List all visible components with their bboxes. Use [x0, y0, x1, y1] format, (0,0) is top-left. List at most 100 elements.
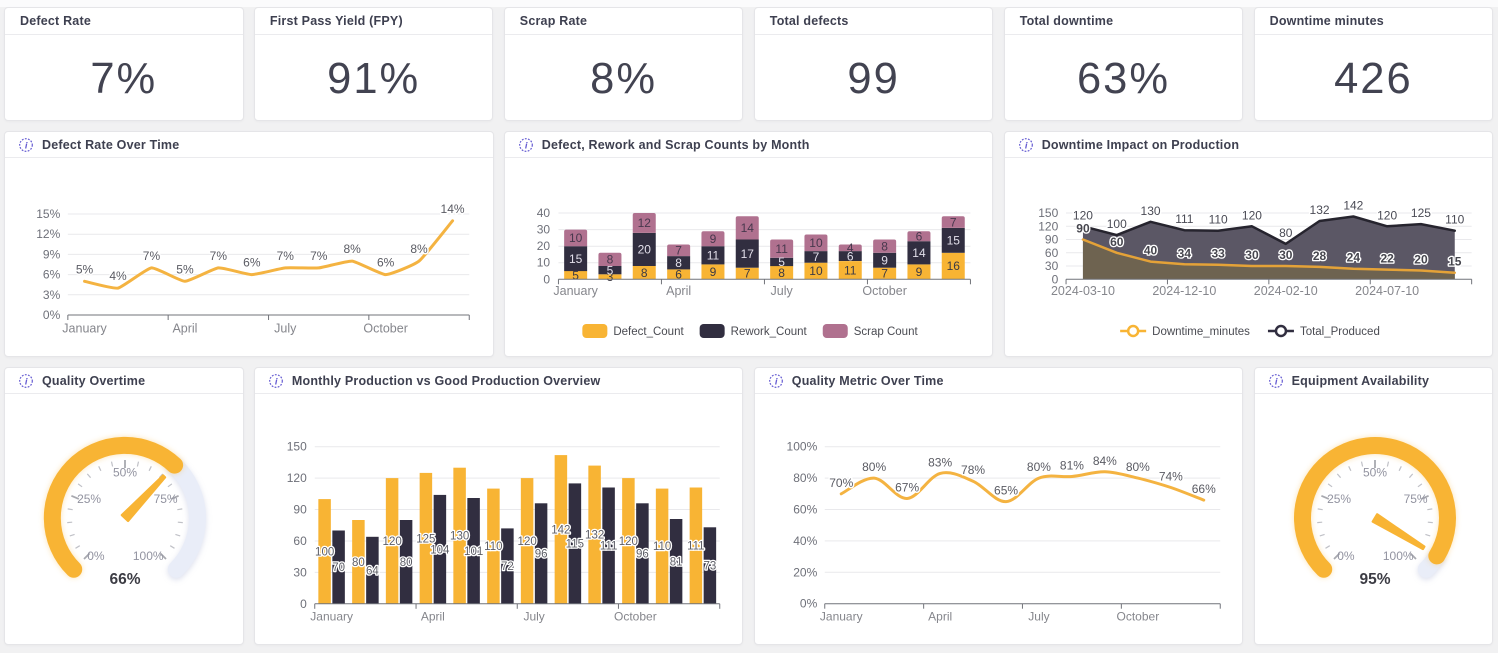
svg-text:3: 3	[606, 270, 613, 284]
svg-text:142: 142	[1343, 199, 1363, 213]
svg-text:20: 20	[637, 243, 651, 257]
svg-text:50%: 50%	[1363, 466, 1387, 480]
svg-text:6: 6	[675, 268, 682, 282]
svg-text:9: 9	[709, 232, 716, 246]
svg-text:15: 15	[946, 234, 960, 248]
svg-text:January: January	[310, 609, 353, 623]
svg-text:17: 17	[740, 247, 754, 261]
svg-text:120: 120	[619, 536, 638, 548]
svg-text:Total_Produced: Total_Produced	[1300, 326, 1380, 338]
svg-text:120: 120	[517, 536, 536, 548]
svg-text:130: 130	[450, 531, 469, 543]
svg-text:14: 14	[740, 221, 754, 235]
svg-text:100%: 100%	[1382, 549, 1413, 563]
svg-text:0%: 0%	[43, 308, 61, 322]
svg-text:8: 8	[675, 256, 682, 270]
svg-text:7: 7	[950, 215, 957, 229]
svg-text:i: i	[775, 376, 778, 387]
svg-text:10: 10	[809, 264, 823, 278]
svg-text:July: July	[1028, 609, 1049, 623]
svg-text:78%: 78%	[961, 463, 985, 477]
svg-text:5%: 5%	[176, 262, 194, 276]
svg-text:4: 4	[847, 241, 854, 255]
svg-text:25%: 25%	[77, 492, 101, 506]
svg-text:October: October	[1116, 609, 1159, 623]
svg-text:120: 120	[382, 536, 401, 548]
svg-text:8%: 8%	[410, 242, 428, 256]
svg-text:96: 96	[535, 549, 548, 561]
svg-text:2024-03-10: 2024-03-10	[1051, 284, 1115, 298]
svg-text:104: 104	[430, 544, 450, 556]
svg-text:11: 11	[707, 249, 720, 263]
svg-text:150: 150	[1038, 206, 1058, 220]
svg-text:60: 60	[1110, 235, 1124, 249]
svg-text:2024-02-10: 2024-02-10	[1253, 284, 1317, 298]
svg-text:75%: 75%	[154, 492, 178, 506]
svg-text:90: 90	[1076, 222, 1090, 236]
svg-text:30: 30	[1279, 248, 1293, 262]
svg-text:75%: 75%	[1403, 492, 1427, 506]
svg-text:101: 101	[464, 546, 483, 558]
svg-text:96: 96	[636, 549, 649, 561]
svg-text:Rework_Count: Rework_Count	[730, 326, 807, 338]
svg-text:40%: 40%	[793, 534, 817, 548]
svg-text:0: 0	[300, 597, 307, 611]
svg-text:Scrap Count: Scrap Count	[854, 326, 919, 338]
svg-text:10: 10	[536, 256, 550, 270]
svg-text:October: October	[862, 284, 906, 298]
svg-text:64: 64	[366, 565, 379, 577]
svg-text:120: 120	[1038, 219, 1058, 233]
svg-text:28: 28	[1313, 249, 1327, 263]
svg-text:5: 5	[778, 255, 785, 269]
svg-text:30: 30	[536, 223, 550, 237]
svg-text:4%: 4%	[109, 269, 127, 283]
svg-text:80%: 80%	[1126, 460, 1150, 474]
svg-text:33: 33	[1211, 247, 1225, 261]
svg-text:111: 111	[687, 541, 704, 553]
svg-text:66%: 66%	[109, 571, 140, 588]
svg-text:0%: 0%	[87, 549, 105, 563]
svg-text:90: 90	[293, 503, 307, 517]
svg-text:January: January	[62, 322, 107, 336]
svg-text:80: 80	[352, 557, 365, 569]
svg-text:6: 6	[847, 249, 854, 263]
svg-text:July: July	[523, 609, 544, 623]
svg-text:130: 130	[1140, 204, 1160, 218]
svg-text:i: i	[25, 140, 28, 151]
svg-text:8: 8	[881, 239, 888, 253]
svg-text:9: 9	[709, 265, 716, 279]
svg-text:20: 20	[536, 239, 550, 253]
svg-text:7: 7	[812, 250, 819, 264]
svg-text:22: 22	[1380, 252, 1394, 266]
svg-text:72: 72	[501, 561, 514, 573]
svg-text:October: October	[614, 609, 657, 623]
svg-text:6: 6	[915, 229, 922, 243]
svg-text:73: 73	[703, 561, 716, 573]
svg-text:81%: 81%	[1060, 459, 1084, 473]
svg-text:8: 8	[778, 266, 785, 280]
svg-text:7: 7	[675, 244, 682, 258]
svg-text:80: 80	[1279, 226, 1293, 240]
svg-text:15%: 15%	[36, 207, 60, 221]
svg-text:5%: 5%	[76, 262, 94, 276]
svg-text:i: i	[525, 140, 528, 151]
svg-text:20%: 20%	[793, 565, 817, 579]
svg-text:7%: 7%	[143, 249, 161, 263]
svg-text:110: 110	[1208, 213, 1227, 227]
svg-text:0: 0	[543, 272, 550, 286]
svg-text:100: 100	[315, 546, 334, 558]
svg-text:110: 110	[484, 541, 502, 553]
svg-text:40: 40	[536, 206, 550, 220]
svg-text:April: April	[666, 284, 691, 298]
svg-text:67%: 67%	[895, 481, 919, 495]
svg-text:40: 40	[1144, 244, 1158, 258]
svg-text:65%: 65%	[994, 484, 1018, 498]
svg-text:9: 9	[915, 265, 922, 279]
svg-text:81: 81	[670, 556, 683, 568]
svg-text:i: i	[275, 376, 278, 387]
svg-text:100: 100	[1106, 217, 1126, 231]
svg-text:0%: 0%	[800, 597, 818, 611]
svg-text:95%: 95%	[1359, 571, 1390, 588]
svg-text:34: 34	[1177, 246, 1191, 260]
svg-text:5: 5	[606, 263, 613, 277]
